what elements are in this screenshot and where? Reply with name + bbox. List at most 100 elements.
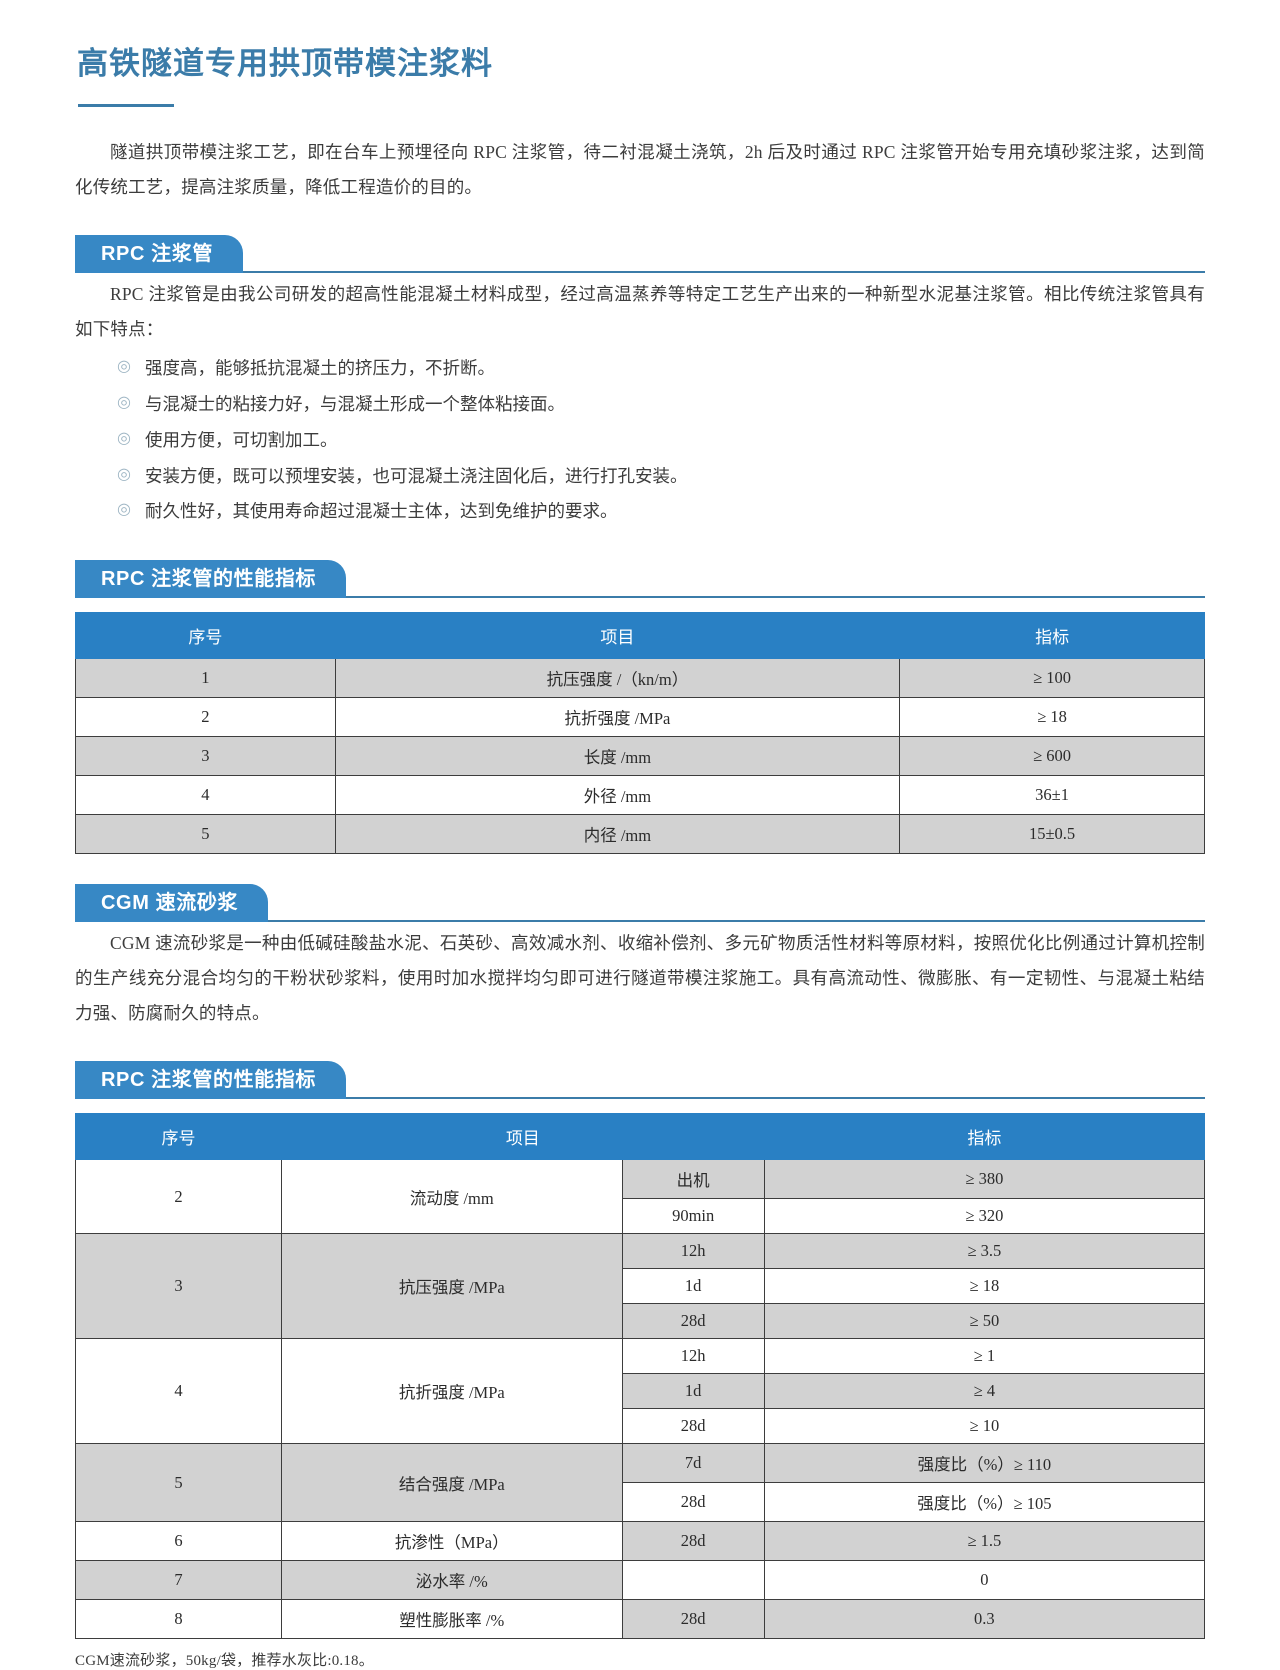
cell-value: ≥ 4: [763, 1373, 1206, 1410]
section-rule: [75, 596, 1205, 599]
column-header-value: 指标: [763, 1113, 1206, 1161]
table-row: 2 抗折强度 /MPa ≥ 18: [75, 697, 1205, 738]
cell-condition: 28d: [621, 1482, 765, 1523]
cell-value: ≥ 380: [763, 1159, 1206, 1200]
list-item: ◎ 耐久性好，其使用寿命超过混凝士主体，达到免维护的要求。: [117, 494, 1205, 530]
rpc-pipe-paragraph: RPC 注浆管是由我公司研发的超高性能混凝土材料成型，经过高温蒸养等特定工艺生产…: [75, 283, 1205, 339]
list-item: ◎ 与混凝士的粘接力好，与混凝土形成一个整体粘接面。: [117, 387, 1205, 423]
section-rule: [75, 920, 1205, 923]
cell-no: 5: [75, 1443, 282, 1523]
cell-condition: 28d: [621, 1408, 765, 1445]
column-header-item: 项目: [334, 612, 901, 660]
cell-condition: [621, 1560, 765, 1601]
cgm-spec-table: 序号 项目 指标 2 流动度 /mm 出机 ≥ 380 90min ≥ 320 …: [75, 1113, 1206, 1640]
list-item-text: 耐久性好，其使用寿命超过混凝士主体，达到免维护的要求。: [145, 501, 618, 522]
cell-item: 结合强度 /MPa: [280, 1443, 623, 1523]
table-header-row: 序号 项目 指标: [75, 612, 1205, 660]
cell-no: 2: [75, 697, 336, 738]
cell-value: ≥ 18: [763, 1268, 1206, 1305]
cell-value: ≥ 1: [763, 1338, 1206, 1375]
table-footnote: CGM速流砂浆，50kg/袋，推荐水灰比:0.18。: [75, 1653, 374, 1670]
table-row: 28d ≥ 10: [76, 1408, 1206, 1445]
section-rule: [75, 270, 1205, 273]
cell-no: 3: [75, 736, 336, 777]
table-row: 5 结合强度 /MPa 7d 强度比（%）≥ 110: [75, 1443, 1206, 1523]
section-header-cgm-spec: RPC 注浆管的性能指标: [75, 1061, 1205, 1100]
title-underline-accent: [78, 103, 174, 107]
cell-value: ≥ 100: [899, 658, 1205, 699]
cell-no: 4: [75, 1338, 282, 1445]
cell-value: ≥ 50: [763, 1303, 1206, 1340]
table-row: 3 抗压强度 /MPa 12h ≥ 3.5: [75, 1233, 1206, 1340]
cell-value: 强度比（%）≥ 110: [763, 1443, 1206, 1484]
list-item-text: 安装方便，既可以预埋安装，也可混凝土浇注固化后，进行打孔安装。: [145, 465, 688, 486]
cell-value: ≥ 18: [899, 697, 1205, 738]
cell-no: 5: [75, 814, 336, 855]
bullet-circle-icon: ◎: [117, 393, 131, 411]
bullet-circle-icon: ◎: [117, 465, 131, 483]
section-header-rpc-pipe: RPC 注浆管: [75, 234, 1205, 273]
cell-no: 8: [75, 1599, 282, 1640]
cell-item: 外径 /mm: [334, 775, 901, 816]
section-rule: [75, 1097, 1205, 1100]
rpc-pipe-feature-list: ◎ 强度高，能够抵抗混凝土的挤压力，不折断。 ◎ 与混凝士的粘接力好，与混凝土形…: [75, 351, 1205, 530]
table-row: 5 内径 /mm 15±0.5: [75, 814, 1205, 855]
cell-condition: 12h: [621, 1233, 765, 1270]
cell-value: 强度比（%）≥ 105: [763, 1482, 1206, 1523]
table-header-row: 序号 项目 指标: [75, 1113, 1206, 1161]
table-row: 4 外径 /mm 36±1: [75, 775, 1205, 816]
cell-item: 长度 /mm: [334, 736, 901, 777]
table-row: 7 泌水率 /% 0: [75, 1560, 1206, 1601]
cgm-paragraph: CGM 速流砂浆是一种由低碱硅酸盐水泥、石英砂、高效减水剂、收缩补偿剂、多元矿物…: [75, 933, 1205, 1024]
cell-item: 塑性膨胀率 /%: [280, 1599, 623, 1640]
bullet-circle-icon: ◎: [117, 429, 131, 447]
cell-item: 内径 /mm: [334, 814, 901, 855]
cell-condition: 90min: [621, 1198, 765, 1235]
cell-value: ≥ 600: [899, 736, 1205, 777]
cell-condition: 28d: [621, 1599, 765, 1640]
list-item: ◎ 强度高，能够抵抗混凝土的挤压力，不折断。: [117, 351, 1205, 387]
cell-condition: 1d: [621, 1268, 765, 1305]
table-row: 28d ≥ 50: [76, 1303, 1206, 1340]
column-header-value: 指标: [899, 612, 1205, 660]
cell-no: 6: [75, 1521, 282, 1562]
cell-value: 0: [763, 1560, 1206, 1601]
cell-value: 15±0.5: [899, 814, 1205, 855]
cell-value: ≥ 10: [763, 1408, 1206, 1445]
section-tab-label: RPC 注浆管: [75, 234, 243, 273]
list-item: ◎ 使用方便，可切割加工。: [117, 423, 1205, 459]
document-page: 高铁隧道专用拱顶带模注浆料 隧道拱顶带模注浆工艺，即在台车上预埋径向 RPC 注…: [0, 21, 1280, 1669]
section-tab-label: RPC 注浆管的性能指标: [75, 560, 346, 599]
cell-no: 7: [75, 1560, 282, 1601]
column-header-no: 序号: [75, 612, 336, 660]
cell-item: 抗折强度 /MPa: [280, 1338, 623, 1445]
intro-paragraph: 隧道拱顶带模注浆工艺，即在台车上预埋径向 RPC 注浆管，待二衬混凝土浇筑，2h…: [75, 141, 1205, 197]
table-row: 3 长度 /mm ≥ 600: [75, 736, 1205, 777]
cell-condition: 1d: [621, 1373, 765, 1410]
rpc-spec-table: 序号 项目 指标 1 抗压强度 /（kn/m） ≥ 100 2 抗折强度 /MP…: [75, 612, 1205, 855]
cell-item: 流动度 /mm: [280, 1159, 623, 1235]
cell-value: ≥ 3.5: [763, 1233, 1206, 1270]
cell-no: 4: [75, 775, 336, 816]
cell-value: ≥ 320: [763, 1198, 1206, 1235]
bullet-circle-icon: ◎: [117, 357, 131, 375]
section-header-rpc-spec: RPC 注浆管的性能指标: [75, 560, 1205, 599]
cell-value: 0.3: [763, 1599, 1206, 1640]
list-item-text: 使用方便，可切割加工。: [145, 429, 338, 450]
cell-item: 抗压强度 /（kn/m）: [334, 658, 901, 699]
cell-item: 抗压强度 /MPa: [280, 1233, 623, 1340]
table-row: 6 抗渗性（MPa） 28d ≥ 1.5: [75, 1521, 1206, 1562]
list-item-text: 与混凝士的粘接力好，与混凝土形成一个整体粘接面。: [145, 393, 565, 414]
section-tab-label: CGM 速流砂浆: [75, 884, 269, 923]
cell-item: 抗渗性（MPa）: [280, 1521, 623, 1562]
column-header-no: 序号: [75, 1113, 282, 1161]
cell-condition: 28d: [621, 1521, 765, 1562]
cell-value: 36±1: [899, 775, 1205, 816]
section-header-cgm: CGM 速流砂浆: [75, 884, 1205, 923]
bullet-circle-icon: ◎: [117, 501, 131, 519]
table-row: 2 流动度 /mm 出机 ≥ 380: [75, 1159, 1206, 1235]
cell-condition: 出机: [621, 1159, 765, 1200]
cell-condition: 28d: [621, 1303, 765, 1340]
table-row: 1 抗压强度 /（kn/m） ≥ 100: [75, 658, 1205, 699]
list-item-text: 强度高，能够抵抗混凝土的挤压力，不折断。: [145, 357, 495, 378]
